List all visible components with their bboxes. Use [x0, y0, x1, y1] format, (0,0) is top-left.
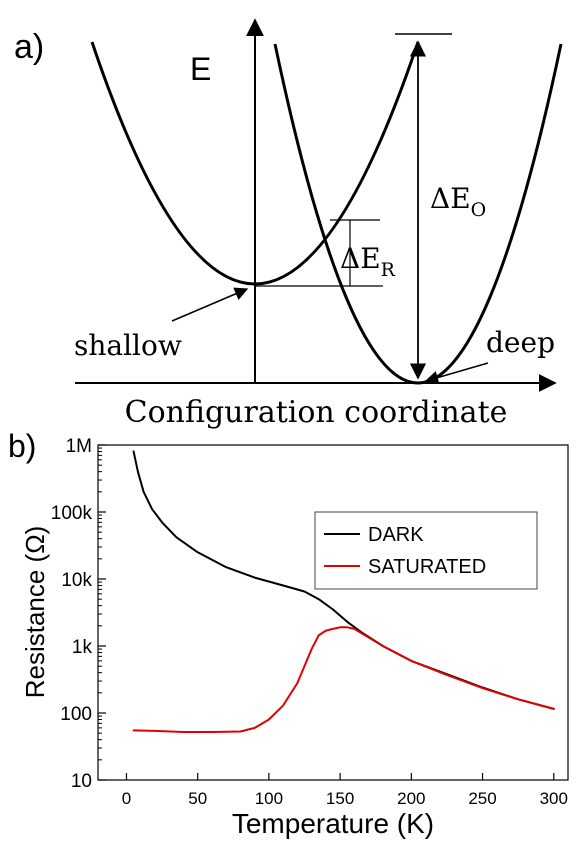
series-layer: [132, 450, 555, 733]
panel-b: b) 0 50 100 150 200 250 300 10 100 1k 10k 100k 1M D…: [8, 428, 569, 839]
y-tick-label: 10: [71, 771, 92, 792]
delta-eo-label: ΔEO: [430, 182, 486, 221]
y-tick-label: 1M: [66, 436, 92, 457]
plot-frame: [97, 444, 569, 781]
y-tick-label: 100k: [51, 503, 93, 524]
series-line-saturated: [132, 626, 555, 733]
legend: DARK SATURATED: [314, 511, 538, 590]
configuration-axis-label: Configuration coordinate: [125, 395, 508, 430]
energy-axis-label: E: [190, 51, 211, 87]
x-tick-label: 150: [326, 789, 354, 808]
x-tick-label: 250: [468, 789, 496, 808]
panel-a-label: a): [14, 28, 44, 66]
x-ticks: 0 50 100 150 200 250 300: [122, 773, 568, 808]
x-tick-label: 100: [255, 789, 283, 808]
y-axis-label: Resistance (Ω): [20, 526, 50, 699]
y-tick-label: 1k: [72, 637, 93, 658]
y-tick-label: 100: [60, 704, 92, 725]
deep-label: deep: [486, 326, 555, 359]
panel-b-label: b): [8, 428, 36, 464]
y-tick-label: 10k: [61, 570, 92, 591]
shallow-parabola: [90, 41, 420, 286]
deep-parabola: [273, 43, 563, 385]
panel-a: a) E ΔER ΔEO shallow deep Configuration …: [14, 18, 563, 430]
shallow-pointer-arrow: [171, 287, 249, 322]
shallow-label: shallow: [74, 329, 182, 362]
x-tick-label: 50: [188, 789, 207, 808]
deep-pointer-arrow: [424, 362, 489, 385]
legend-box: [314, 511, 538, 590]
x-tick-label: 200: [397, 789, 425, 808]
delta-er-label: ΔER: [340, 242, 396, 281]
x-axis-label: Temperature (K): [232, 808, 434, 839]
legend-label-dark: DARK: [368, 524, 424, 546]
x-tick-label: 0: [122, 789, 131, 808]
y-ticks: 10 100 1k 10k 100k 1M: [51, 436, 106, 792]
legend-label-saturated: SATURATED: [368, 556, 486, 578]
x-tick-label: 300: [540, 789, 568, 808]
